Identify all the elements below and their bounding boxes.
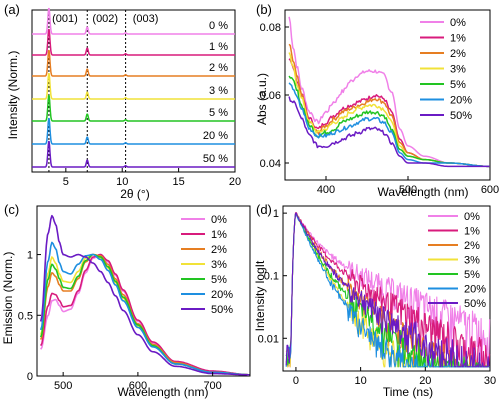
panel-d-legend-label: 2%	[464, 240, 480, 252]
panel-d-ylabel: Intensity logIt	[253, 260, 267, 331]
panel-a-series-3	[31, 72, 236, 100]
panel-c-xtick-label: 600	[129, 380, 147, 392]
panel-a-ylabel: Intensity (Norm.)	[6, 51, 20, 140]
panel-b-series-5	[288, 82, 490, 168]
panel-a-series-4	[31, 94, 236, 122]
panel-c-frame	[36, 205, 251, 377]
panel-a-series-label: 5 %	[209, 107, 228, 119]
panel-d-legend-label: 20%	[464, 284, 486, 296]
panel-c-legend-label: 0%	[211, 214, 227, 226]
panel-c-legend-label: 1%	[211, 229, 227, 241]
panel-d-legend-label: 1%	[464, 226, 480, 238]
panel-d-xlabel: Time (ns)	[383, 385, 433, 399]
panel-b-series-6	[288, 96, 490, 168]
panel-a-xtick-label: 10	[116, 176, 128, 188]
panel-a-series-2	[31, 49, 236, 77]
panel-b-ytick-label: 0.06	[260, 90, 281, 102]
panel-d-xtick-label: 20	[419, 375, 431, 387]
panel-c-ytick-label: 0.5	[18, 310, 33, 322]
panel-b-xlabel: Wavelength (nm)	[378, 185, 469, 199]
panel-d-legend-label: 5%	[464, 269, 480, 281]
panel-c-xtick-label: 500	[54, 380, 72, 392]
panel-a-xlabel: 2θ (°)	[120, 187, 149, 201]
panel-d-xtick-label: 0	[293, 375, 299, 387]
panel-a-frame	[31, 9, 236, 173]
panel-b-legend-label: 5%	[450, 79, 466, 91]
panel-a-series-label: 2 %	[209, 62, 228, 74]
panel-a-series-label: 1 %	[209, 41, 228, 53]
panel-a-series-0	[31, 7, 236, 35]
panel-d-series-1	[285, 212, 491, 368]
panel-b-xtick-label: 600	[481, 184, 499, 196]
panel-c-legend-label: 20%	[211, 289, 233, 301]
panel-c-ytick-label: 0	[27, 371, 33, 383]
panel-d-ytick-label: 1	[273, 208, 279, 220]
panel-c-series-6	[39, 214, 250, 376]
panel-d-xtick-label: 30	[484, 375, 496, 387]
panel-d-series-6	[285, 212, 490, 368]
panel-a-xtick-label: 5	[63, 176, 69, 188]
panel-a-peak-label: (002)	[92, 13, 118, 25]
panel-b-legend-label: 1%	[450, 33, 466, 45]
panel-b-legend-label: 50%	[450, 110, 472, 122]
panel-d-legend-label: 0%	[464, 211, 480, 223]
panel-b-plot: 0% 1% 2% 3% 5% 20% 50% 400 500 600 0.04 0.06 0.08	[260, 9, 499, 196]
panel-d-frame	[282, 205, 491, 372]
panel-c-legend-label: 3%	[211, 259, 227, 271]
panel-c-xtick-label: 700	[203, 380, 221, 392]
panel-c-ylabel: Emission (Norm.)	[1, 252, 15, 345]
panel-b-legend-label: 2%	[450, 48, 466, 60]
panel-c-legend-label: 50%	[211, 304, 233, 316]
panel-a-series-label: 20 %	[203, 130, 228, 142]
panel-a-series-6	[31, 140, 236, 168]
panel-a-peak-label: (001)	[52, 13, 78, 25]
panel-a-xtick-label: 20	[229, 176, 241, 188]
panel-a-series-label: 0 %	[209, 20, 228, 32]
panel-b-xtick-label: 500	[399, 184, 417, 196]
panel-d-plot: 0% 1% 2% 3% 5% 20% 50% 0 10 20 30 0.01 0.1 1	[258, 205, 496, 387]
panel-a-plot: (001) (002) (003) 0 % 1 % 2 % 3 % 5 % 20 % 50 % 5 1…	[31, 7, 241, 188]
panel-a-series-label: 3 %	[209, 85, 228, 97]
panel-c-series-5	[39, 241, 250, 376]
panel-b-legend-label: 3%	[450, 64, 466, 76]
panel-b-ytick-label: 0.04	[260, 158, 281, 170]
panel-c-series-1	[40, 253, 250, 376]
panel-a-peak-label: (003)	[133, 13, 159, 25]
panel-a-series-label: 50 %	[203, 153, 228, 165]
panel-b-label: (b)	[256, 2, 272, 17]
panel-d-ytick-label: 0.1	[264, 271, 279, 283]
panel-c-legend-label: 2%	[211, 244, 227, 256]
panel-a-xtick-label: 15	[172, 176, 184, 188]
panel-b-legend-label: 0%	[450, 17, 466, 29]
panel-b-ytick-label: 0.08	[260, 22, 281, 34]
panel-d-series-0	[285, 213, 491, 368]
panel-b-ylabel: Abs (a.u.)	[255, 73, 269, 125]
panel-d-label: (d)	[256, 202, 272, 217]
panel-c-xlabel: Wavelength (nm)	[118, 385, 209, 399]
panel-d-xtick-label: 10	[355, 375, 367, 387]
panel-b-xtick-label: 400	[317, 184, 335, 196]
panel-a-series-1	[31, 28, 236, 56]
panel-d-ytick-label: 0.01	[258, 333, 279, 345]
panel-c-plot: 0% 1% 2% 3% 5% 20% 50% 500 600 700 0 0.5 1	[18, 205, 251, 392]
panel-a-label: (a)	[4, 2, 20, 17]
panel-a-series-5	[31, 117, 236, 145]
panel-d-series-3	[285, 212, 490, 368]
panel-c-ytick-label: 1	[27, 250, 33, 262]
panel-d-legend-label: 50%	[464, 298, 486, 310]
panel-c-label: (c)	[4, 202, 19, 217]
panel-d-legend-label: 3%	[464, 255, 480, 267]
panel-b-legend-label: 20%	[450, 95, 472, 107]
panel-c-legend-label: 5%	[211, 274, 227, 286]
